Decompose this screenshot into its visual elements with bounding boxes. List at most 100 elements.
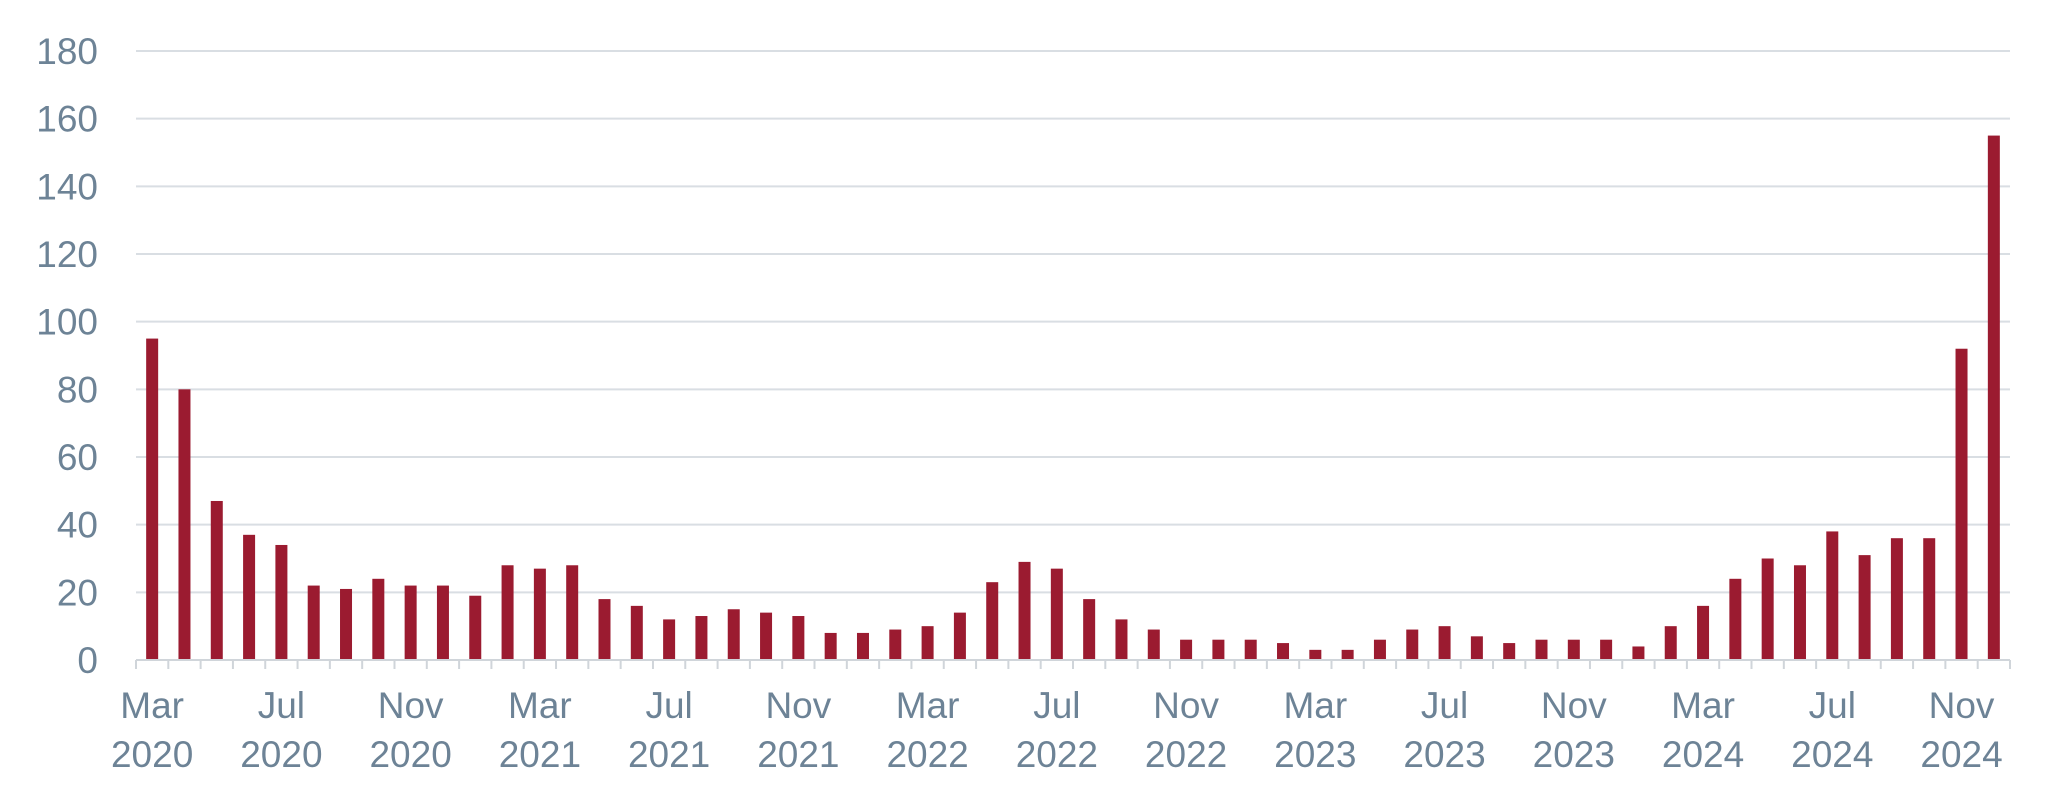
x-tick-label: Mar 2023 [1274,685,1356,775]
y-tick-label: 120 [36,234,98,275]
bar [598,599,611,660]
x-tick-label-year: 2023 [1403,734,1485,775]
bar [1697,605,1710,660]
bar [889,629,902,660]
x-tick-label-month: Nov [1929,685,1995,726]
x-tick-label-month: Nov [378,685,444,726]
bar [1050,568,1063,660]
bar [1373,639,1386,660]
bar [792,616,805,660]
bar [501,565,514,660]
bar [1406,629,1419,660]
bar [1600,639,1613,660]
bar [856,632,869,660]
bar [1567,639,1580,660]
x-axis [135,659,2011,669]
bar [340,588,353,660]
x-tick-label-year: 2020 [240,734,322,775]
x-tick-label-year: 2020 [111,734,193,775]
x-tick-label-year: 2021 [757,734,839,775]
x-tick-label-month: Mar [120,685,184,726]
bar [210,500,223,660]
x-tick-label: Mar 2024 [1662,685,1744,775]
bar [1987,135,2000,660]
bar [1503,643,1516,660]
x-tick-label-month: Mar [1283,685,1347,726]
bar [760,612,773,660]
x-tick-label: Nov 2020 [369,685,451,775]
bar [243,534,256,660]
y-tick-label: 140 [36,166,98,207]
bar [566,565,579,660]
bars [146,135,2000,660]
bar [1923,538,1936,660]
x-tick-label-month: Mar [1671,685,1735,726]
x-tick-label-year: 2024 [1662,734,1744,775]
y-tick-label: 160 [36,99,98,140]
x-tick-label-year: 2024 [1791,734,1873,775]
bar [1212,639,1225,660]
bar [436,585,449,660]
bar [1729,578,1742,660]
x-tick-label-month: Mar [896,685,960,726]
x-tick-label-month: Nov [765,685,831,726]
bar [275,544,288,660]
bar [1147,629,1160,660]
bar [307,585,320,660]
x-tick-label: Nov 2022 [1145,685,1227,775]
bar [1890,538,1903,660]
bar [1277,643,1290,660]
bar [1244,639,1257,660]
x-tick-label-month: Jul [1421,685,1468,726]
bar [1535,639,1548,660]
bar [1341,649,1354,660]
x-tick-label-year: 2023 [1533,734,1615,775]
bar [986,582,999,660]
bar [921,626,934,660]
y-tick-label: 180 [36,31,98,72]
x-tick-label: Mar 2020 [111,685,193,775]
bar [1115,619,1128,660]
x-tick-label-year: 2021 [628,734,710,775]
bar [953,612,966,660]
bar [824,632,837,660]
x-tick-label: Nov 2023 [1533,685,1615,775]
x-tick-label: Jul 2024 [1791,685,1873,775]
bar [695,616,708,660]
x-tick-label-month: Jul [258,685,305,726]
x-tick-label-year: 2022 [886,734,968,775]
bar [1955,348,1968,660]
x-tick-label: Jul 2023 [1403,685,1485,775]
y-tick-label: 100 [36,302,98,343]
gridlines [136,50,2010,594]
bar [663,619,676,660]
x-tick-label: Nov 2021 [757,685,839,775]
bar [1858,555,1871,660]
y-tick-label: 0 [77,640,98,681]
bar [469,595,482,660]
bar [1761,558,1774,660]
bar [533,568,546,660]
bar [1664,626,1677,660]
y-tick-label: 60 [57,437,98,478]
bar [1309,649,1322,660]
bar [1180,639,1193,660]
bar [1438,626,1451,660]
bar [1470,636,1483,660]
bar [372,578,385,660]
bar [727,609,740,660]
bar [404,585,417,660]
x-tick-label-year: 2023 [1274,734,1356,775]
bar [1632,646,1645,660]
bar [146,338,159,660]
x-tick-label-year: 2024 [1920,734,2002,775]
x-tick-label: Mar 2022 [886,685,968,775]
x-tick-label: Mar 2021 [499,685,581,775]
x-tick-label: Jul 2020 [240,685,322,775]
y-tick-label: 80 [57,369,98,410]
y-tick-label: 20 [57,572,98,613]
x-tick-label-month: Jul [645,685,692,726]
bar [630,605,643,660]
